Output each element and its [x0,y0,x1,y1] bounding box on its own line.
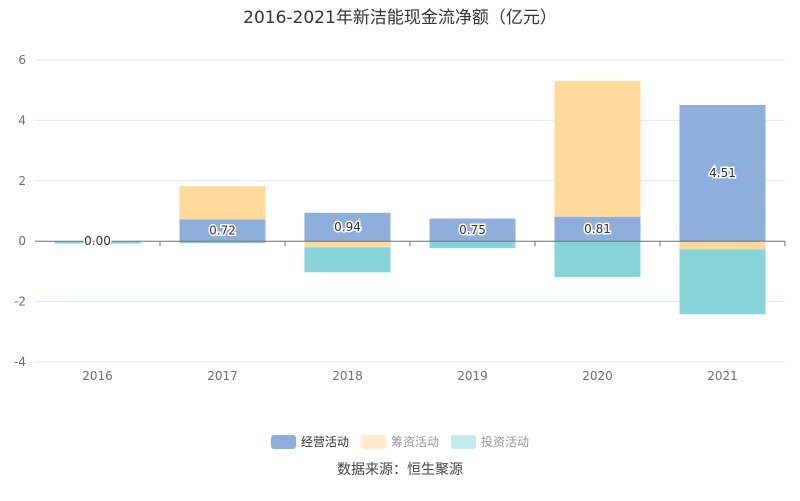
bar-投资活动-2021 [679,249,766,315]
legend-item[interactable]: 筹资活动 [360,433,439,450]
y-tick-label: 4 [18,113,26,127]
chart-title: 2016-2021年新洁能现金流净额（亿元） [243,8,557,28]
legend-label: 经营活动 [300,435,349,449]
bar-投资活动-2016 [54,241,141,244]
y-tick-label: 2 [18,174,26,188]
data-label: 0.81 [584,222,611,236]
legend-swatch [360,434,386,449]
chart-plot: -4 -2 0 2 4 6 2016 2017 2018 2019 2020 2021 0.00 0.72… [14,53,786,383]
y-tick-label: 0 [18,234,26,248]
bar-筹资活动-2017 [179,186,266,220]
x-tick-label: 2017 [207,369,238,383]
data-label: 0.94 [334,220,361,234]
legend-swatch [270,434,296,449]
y-tick-label: -2 [14,295,26,309]
bar-筹资活动-2018 [304,241,391,248]
y-tick-label: 6 [18,53,26,67]
bar-投资活动-2020 [554,241,641,278]
legend-label: 投资活动 [481,435,530,449]
legend-label: 筹资活动 [390,435,439,449]
bar-经营活动-2019 [429,218,516,242]
legend-swatch [451,434,476,449]
bar-投资活动-2019 [429,241,516,249]
bar-经营活动-2017 [179,219,266,242]
bar-经营活动-2021 [679,104,766,242]
bar-经营活动-2018 [304,212,391,242]
data-label: 0.72 [209,223,236,237]
x-tick-label: 2020 [582,369,613,383]
data-label: 4.51 [709,166,736,180]
x-tick-label: 2019 [457,369,488,383]
data-label: 0.00 [84,234,111,248]
legend: 经营活动 筹资活动 投资活动 [0,433,800,450]
y-tick-label: -4 [14,355,26,369]
legend-item[interactable]: 经营活动 [270,433,349,450]
data-source: 数据来源：恒生聚源 [337,462,463,478]
bar-筹资活动-2021 [679,241,766,250]
bar-投资活动-2017 [179,241,266,244]
legend-item[interactable]: 投资活动 [451,433,529,450]
bar-筹资活动-2020 [554,81,641,217]
x-tick-label: 2021 [707,369,738,383]
bar-经营活动-2020 [554,216,641,242]
data-label: 0.75 [459,223,486,237]
bar-投资活动-2018 [304,247,391,273]
x-tick-label: 2016 [82,369,113,383]
x-tick-label: 2018 [332,369,363,383]
